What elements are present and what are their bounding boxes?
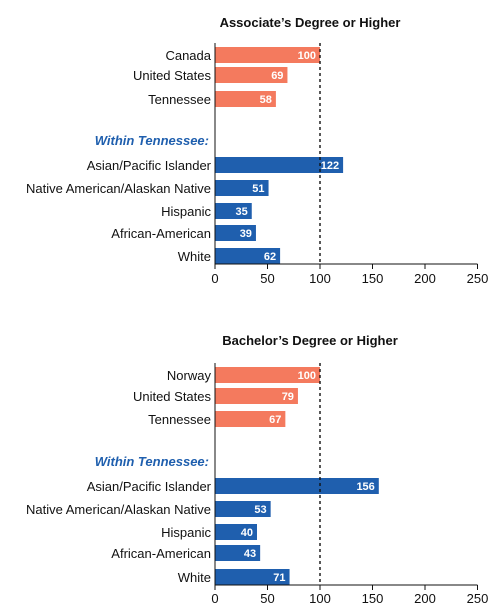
category-label: Asian/Pacific Islander — [87, 158, 212, 173]
x-tick-label: 150 — [362, 591, 384, 605]
category-label: Hispanic — [161, 204, 211, 219]
category-label: Norway — [167, 368, 212, 383]
x-tick-label: 200 — [414, 591, 436, 605]
data-label: 67 — [269, 414, 281, 426]
category-label: African-American — [111, 226, 211, 241]
data-label: 40 — [241, 527, 253, 539]
category-label: White — [178, 249, 211, 264]
x-tick-label: 150 — [362, 271, 384, 286]
category-label: Native American/Alaskan Native — [26, 502, 211, 517]
data-label: 100 — [298, 50, 316, 62]
category-label: Hispanic — [161, 525, 211, 540]
bar — [215, 545, 261, 561]
bar — [215, 569, 290, 585]
category-label: United States — [133, 389, 212, 404]
category-label: African-American — [111, 546, 211, 561]
bar — [215, 180, 269, 196]
data-label: 156 — [356, 481, 374, 493]
bar — [215, 47, 320, 63]
data-label: 35 — [236, 206, 248, 218]
data-label: 51 — [252, 183, 264, 195]
bar — [215, 157, 344, 173]
x-tick-label: 0 — [211, 591, 218, 605]
data-label: 69 — [271, 70, 283, 82]
bar — [215, 388, 298, 404]
category-label: Asian/Pacific Islander — [87, 479, 212, 494]
category-label: White — [178, 570, 211, 585]
category-label: Canada — [165, 48, 211, 63]
section-label: Within Tennessee: — [95, 133, 209, 148]
x-tick-label: 250 — [467, 271, 489, 286]
x-tick-label: 100 — [309, 591, 331, 605]
category-label: Native American/Alaskan Native — [26, 181, 211, 196]
bar — [215, 203, 252, 219]
bar — [215, 501, 271, 517]
chart-bachelors: Bachelor’s Degree or Higher Within Tennes… — [26, 333, 488, 605]
bar — [215, 478, 379, 494]
data-label: 122 — [321, 160, 339, 172]
bar — [215, 67, 288, 83]
bar — [215, 367, 320, 383]
bar — [215, 411, 286, 427]
data-label: 100 — [298, 370, 316, 382]
x-tick-label: 200 — [414, 271, 436, 286]
bar — [215, 248, 281, 264]
category-label: United States — [133, 68, 212, 83]
data-label: 62 — [264, 251, 276, 263]
bar — [215, 91, 276, 107]
chart-title: Bachelor’s Degree or Higher — [222, 333, 398, 348]
x-tick-label: 50 — [260, 271, 274, 286]
section-label: Within Tennessee: — [95, 454, 209, 469]
data-label: 71 — [273, 572, 285, 584]
data-label: 43 — [244, 548, 256, 560]
bar — [215, 225, 256, 241]
category-label: Tennessee — [148, 92, 211, 107]
chart-title: Associate’s Degree or Higher — [220, 15, 401, 30]
chart-associates: Associate’s Degree or Higher Within Tenne… — [26, 15, 488, 286]
x-tick-label: 250 — [467, 591, 489, 605]
bar — [215, 524, 257, 540]
x-tick-label: 0 — [211, 271, 218, 286]
x-tick-label: 50 — [260, 591, 274, 605]
x-tick-label: 100 — [309, 271, 331, 286]
data-label: 79 — [282, 391, 294, 403]
category-label: Tennessee — [148, 412, 211, 427]
data-label: 39 — [240, 228, 252, 240]
data-label: 58 — [260, 94, 272, 106]
data-label: 53 — [254, 504, 266, 516]
